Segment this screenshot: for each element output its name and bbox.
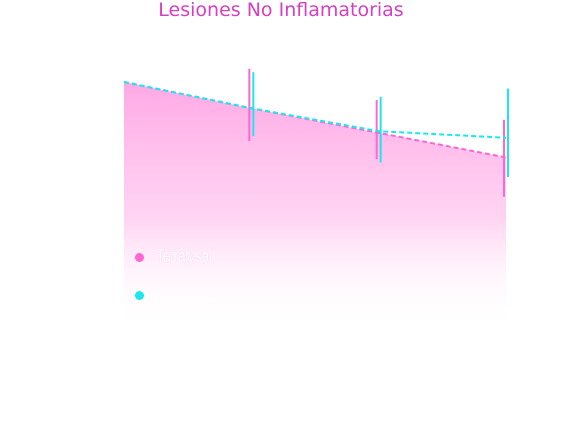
legend-item-minociclina[interactable]: Minociclina xyxy=(134,278,274,316)
legend-label-tetralysal: Tetralysal xyxy=(156,246,212,266)
legend-label-minociclina: Minociclina xyxy=(154,294,218,305)
chart-legend: Tetralysal Minociclina xyxy=(134,240,274,316)
legend-marker-tetralysal xyxy=(135,253,144,262)
legend-item-tetralysal[interactable]: Tetralysal xyxy=(134,240,274,278)
area-fill-tetralysal xyxy=(124,82,506,330)
legend-marker-minociclina xyxy=(135,291,144,300)
series-line-minociclina xyxy=(123,81,507,139)
chart-title: Lesiones No Inflamatorias xyxy=(158,0,404,21)
